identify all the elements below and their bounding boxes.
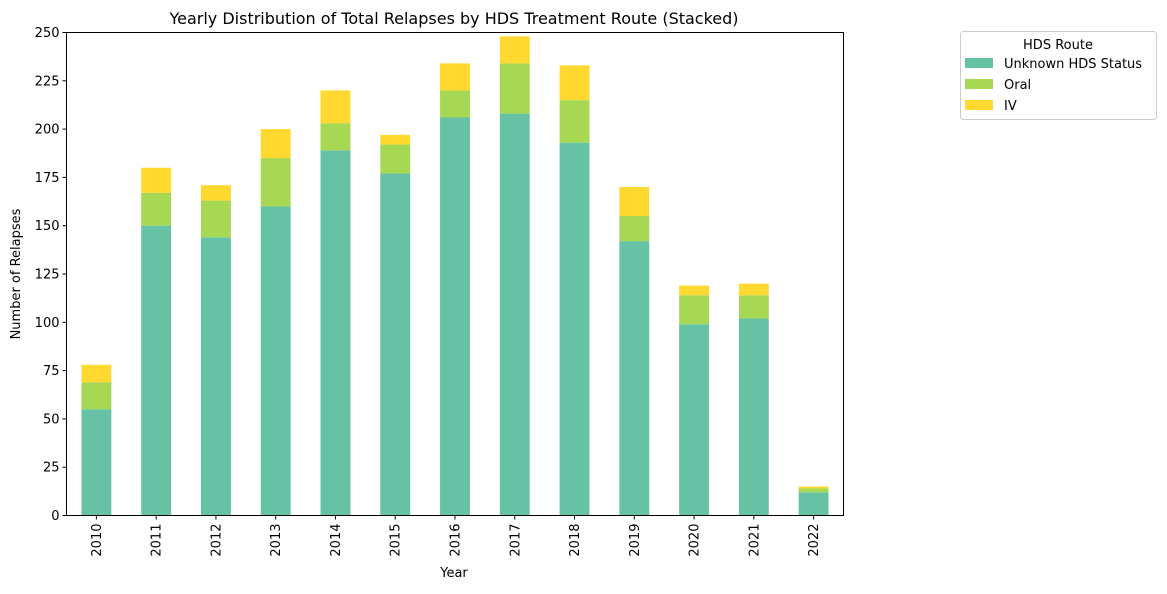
legend-swatch: [965, 79, 993, 89]
bar-2016-oral: [440, 90, 470, 118]
bar-2022-oral: [798, 488, 829, 493]
y-tick-label: 175: [35, 171, 60, 186]
bar-2010-unknown-hds-status: [81, 409, 112, 516]
y-tick-label: 100: [35, 316, 60, 331]
legend-entry: IV: [1004, 99, 1017, 114]
bar-2013-iv: [260, 129, 291, 159]
x-tick-label: 2018: [568, 524, 583, 557]
bar-2020-oral: [679, 295, 710, 325]
bar-2022-iv: [798, 486, 829, 489]
bar-2011-oral: [141, 192, 172, 226]
bar-2020-unknown-hds-status: [679, 324, 710, 516]
legend-box: [960, 31, 1157, 120]
bar-2018-oral: [559, 100, 590, 143]
y-tick-label: 200: [35, 123, 60, 138]
x-tick-label: 2019: [628, 524, 643, 557]
legend-title: HDS Route: [1023, 38, 1093, 53]
bar-2019-oral: [619, 216, 650, 242]
bar-2011-unknown-hds-status: [141, 225, 172, 516]
bar-2021-iv: [738, 283, 769, 296]
y-tick-label: 125: [35, 268, 60, 283]
y-tick-label: 150: [35, 219, 60, 234]
bar-2019-iv: [619, 187, 650, 217]
bar-2015-unknown-hds-status: [380, 173, 411, 516]
bar-2018-unknown-hds-status: [559, 142, 590, 516]
bar-2010-iv: [81, 364, 112, 383]
y-tick-label: 25: [43, 461, 60, 476]
bar-2014-oral: [320, 123, 351, 151]
bar-2013-unknown-hds-status: [260, 206, 291, 516]
bar-2013-oral: [260, 158, 291, 207]
x-tick-label: 2016: [449, 524, 464, 557]
bar-2012-oral: [200, 200, 231, 238]
plot-frame: [66, 32, 844, 516]
bar-2019-unknown-hds-status: [619, 241, 650, 516]
bar-2015-oral: [380, 144, 411, 174]
y-axis-label: Number of Relapses: [9, 208, 24, 339]
y-tick-label: 75: [43, 364, 60, 379]
bar-2017-oral: [499, 63, 530, 114]
bar-2020-iv: [679, 285, 710, 296]
legend-swatch: [965, 100, 993, 110]
x-tick-label: 2012: [209, 524, 224, 557]
x-tick-label: 2021: [747, 524, 762, 557]
bar-2017-unknown-hds-status: [499, 113, 530, 516]
x-axis-label: Year: [439, 566, 468, 581]
bar-2016-unknown-hds-status: [440, 117, 470, 516]
chart-title: Yearly Distribution of Total Relapses by…: [168, 9, 738, 28]
bar-2010-oral: [81, 382, 112, 410]
bar-2015-iv: [380, 134, 411, 145]
x-tick-label: 2011: [150, 524, 165, 557]
x-tick-label: 2013: [269, 524, 284, 557]
y-tick-label: 225: [35, 74, 60, 89]
bar-2016-iv: [440, 63, 470, 91]
x-tick-label: 2014: [329, 524, 344, 557]
bar-2011-iv: [141, 167, 172, 193]
bar-2012-unknown-hds-status: [200, 237, 231, 516]
bar-2014-iv: [320, 90, 351, 124]
x-tick-label: 2010: [90, 524, 105, 557]
y-tick-label: 0: [51, 509, 59, 524]
x-tick-label: 2022: [807, 524, 822, 557]
bar-2017-iv: [499, 36, 530, 64]
y-tick-label: 250: [35, 26, 60, 41]
bar-2014-unknown-hds-status: [320, 150, 351, 516]
legend-entry: Unknown HDS Status: [1004, 57, 1142, 72]
bar-2012-iv: [200, 185, 231, 201]
y-tick-label: 50: [43, 412, 60, 427]
x-tick-label: 2017: [508, 524, 523, 557]
bar-2021-oral: [738, 295, 769, 319]
bar-2021-unknown-hds-status: [738, 318, 769, 516]
legend-entry: Oral: [1004, 78, 1031, 93]
legend-swatch: [965, 58, 993, 68]
legend: HDS Route Unknown HDS Status Oral IV: [960, 31, 1157, 120]
x-tick-label: 2020: [688, 524, 703, 557]
bar-2022-unknown-hds-status: [798, 492, 829, 516]
bar-2018-iv: [559, 65, 590, 101]
x-tick-label: 2015: [389, 524, 404, 557]
